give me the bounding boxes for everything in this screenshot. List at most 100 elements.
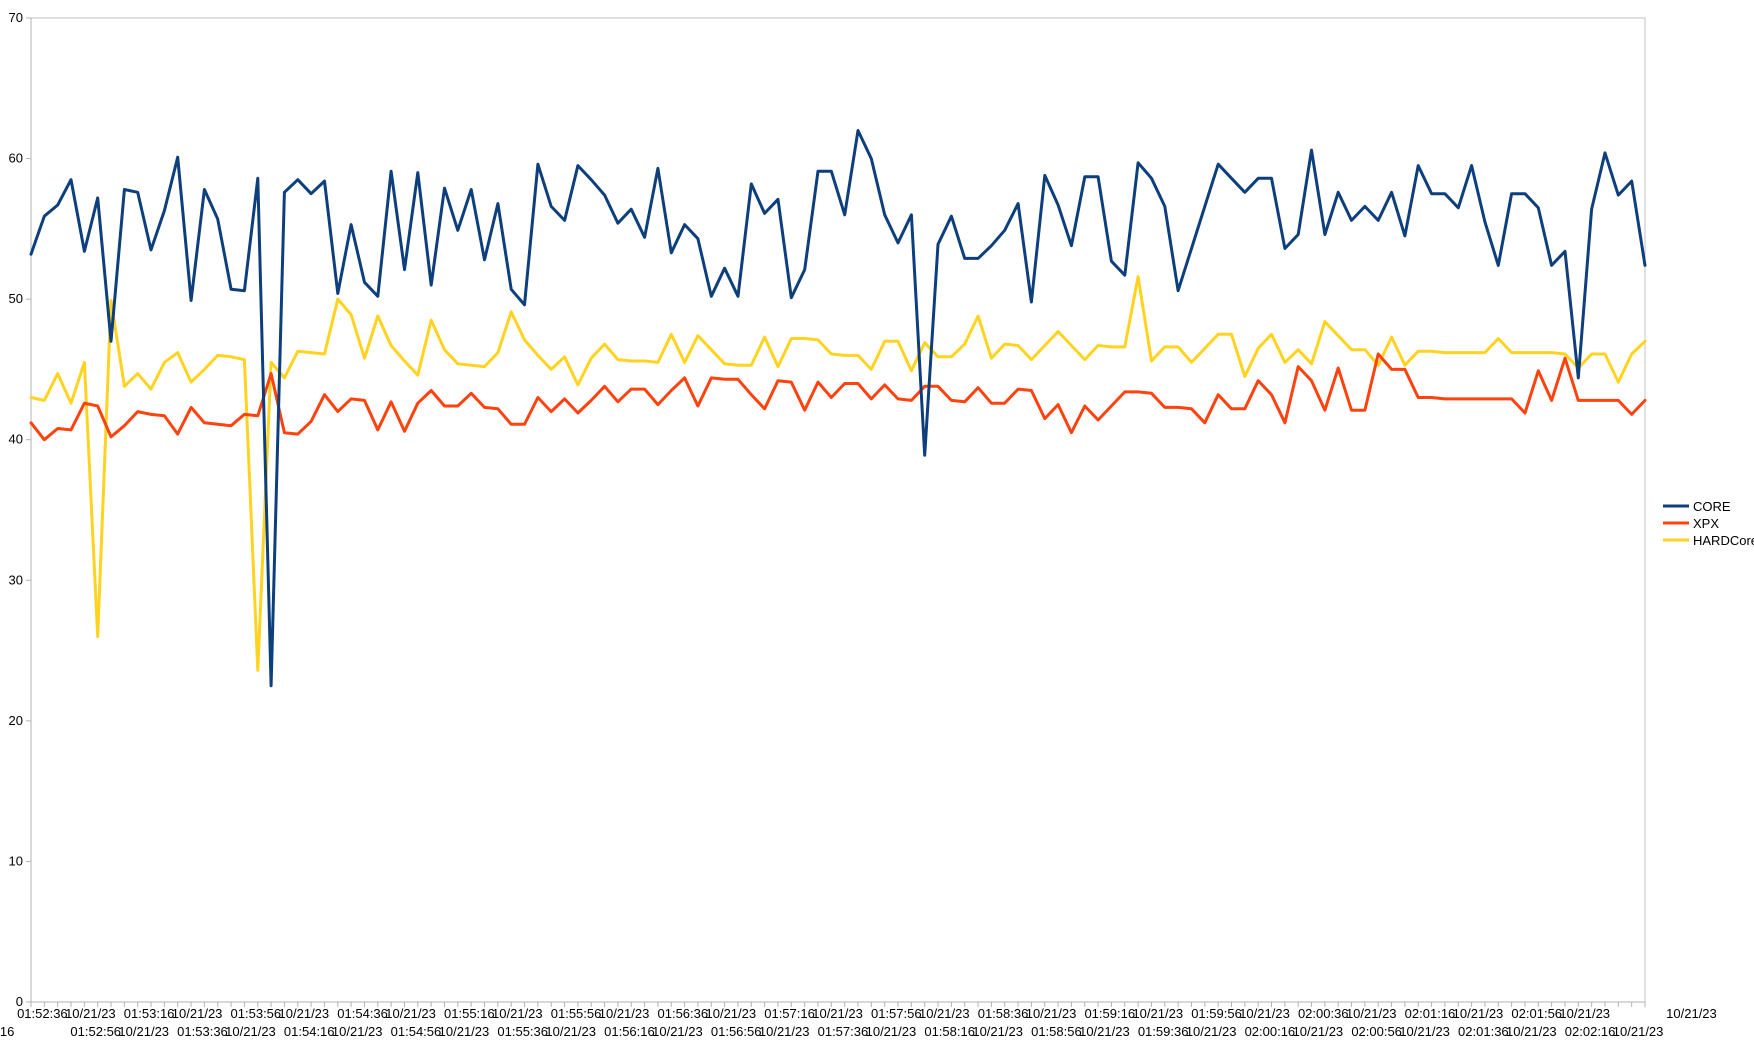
- x-tick-date: 10/21/23: [919, 1006, 970, 1021]
- x-tick-time: 01:57:16: [764, 1006, 815, 1021]
- x-tick-time: 01:55:56: [551, 1006, 602, 1021]
- x-tick-date: 10/21/23: [65, 1006, 116, 1021]
- x-tick-date: 10/21/23: [225, 1024, 276, 1039]
- legend-label: CORE: [1693, 499, 1731, 514]
- x-tick-date: 10/21/23: [599, 1006, 650, 1021]
- x-tick-date: 10/21/23: [545, 1024, 596, 1039]
- x-tick-time: 01:56:56: [711, 1024, 762, 1039]
- x-tick-date: 10/21/23: [652, 1024, 703, 1039]
- x-tick-time: 01:54:16: [284, 1024, 335, 1039]
- x-tick-date: 10/21/23: [1613, 1024, 1664, 1039]
- x-tick-time: 02:01:16: [1405, 1006, 1456, 1021]
- x-tick-date: 10/21/23: [1132, 1006, 1183, 1021]
- x-tick-time: 01:52:16: [0, 1024, 14, 1039]
- x-tick-time: 02:00:36: [1298, 1006, 1349, 1021]
- x-tick-time: 01:58:56: [1031, 1024, 1082, 1039]
- x-tick-date: 10/21/23: [1666, 1006, 1717, 1021]
- x-tick-time: 01:53:36: [177, 1024, 228, 1039]
- plot-area: [30, 17, 1646, 1003]
- x-tick-time: 01:59:36: [1138, 1024, 1189, 1039]
- x-tick-date: 10/21/23: [706, 1006, 757, 1021]
- x-tick-time: 01:52:56: [70, 1024, 121, 1039]
- legend-item-hardcore: HARDCore: [1663, 533, 1754, 548]
- x-tick-time: 01:53:56: [231, 1006, 282, 1021]
- x-tick-time: 02:01:36: [1458, 1024, 1509, 1039]
- y-tick-label: 10: [9, 853, 23, 868]
- x-tick-time: 01:58:36: [978, 1006, 1029, 1021]
- x-tick-time: 01:56:16: [604, 1024, 655, 1039]
- x-tick-time: 02:02:16: [1565, 1024, 1616, 1039]
- x-tick-date: 10/21/23: [972, 1024, 1023, 1039]
- legend-item-xpx: XPX: [1663, 516, 1719, 531]
- x-tick-date: 10/21/23: [759, 1024, 810, 1039]
- y-tick-label: 70: [9, 10, 23, 25]
- legend-label: HARDCore: [1693, 533, 1754, 548]
- legend: CORE XPX HARDCore: [1663, 499, 1754, 548]
- x-tick-time: 02:00:56: [1351, 1024, 1402, 1039]
- x-tick-date: 10/21/23: [118, 1024, 169, 1039]
- legend-label: XPX: [1693, 516, 1719, 531]
- y-axis: 0 10 20 30 40 50 60 70: [9, 10, 32, 1009]
- x-tick-date: 10/21/23: [1506, 1024, 1557, 1039]
- x-tick-time: 02:01:56: [1511, 1006, 1562, 1021]
- plot-frame: [30, 17, 1646, 1003]
- x-tick-date: 10/21/23: [866, 1024, 917, 1039]
- x-tick-date: 10/21/23: [172, 1006, 223, 1021]
- series-layer: [29, 129, 1647, 688]
- x-tick-time: 02:00:16: [1245, 1024, 1296, 1039]
- x-tick-date: 10/21/23: [439, 1024, 490, 1039]
- x-tick-date: 10/21/23: [279, 1006, 330, 1021]
- series-line-xpx: [29, 352, 1647, 442]
- x-tick-time: 01:57:36: [818, 1024, 869, 1039]
- x-tick-date: 10/21/23: [385, 1006, 436, 1021]
- x-tick-date: 10/21/23: [1079, 1024, 1130, 1039]
- x-tick-date: 10/21/23: [1399, 1024, 1450, 1039]
- x-tick-date: 10/21/23: [1559, 1006, 1610, 1021]
- x-tick-time: 01:54:36: [337, 1006, 388, 1021]
- y-tick-label: 20: [9, 713, 23, 728]
- series-line-core: [29, 129, 1647, 688]
- x-tick-date: 10/21/23: [1239, 1006, 1290, 1021]
- y-tick-label: 40: [9, 432, 23, 447]
- x-tick-time: 01:58:16: [924, 1024, 975, 1039]
- x-tick-date: 10/21/23: [1186, 1024, 1237, 1039]
- x-tick-label: 01:52:16: [0, 1024, 14, 1039]
- x-tick-date: 10/21/23: [492, 1006, 543, 1021]
- x-tick-date: 10/21/23: [332, 1024, 383, 1039]
- x-tick-label: 10/21/23: [1666, 1006, 1717, 1021]
- legend-item-core: CORE: [1663, 499, 1731, 514]
- x-tick-time: 01:57:56: [871, 1006, 922, 1021]
- y-tick-label: 30: [9, 572, 23, 587]
- x-tick-time: 01:59:16: [1084, 1006, 1135, 1021]
- y-tick-label: 50: [9, 291, 23, 306]
- x-tick-date: 10/21/23: [1346, 1006, 1397, 1021]
- x-tick-time: 01:56:36: [658, 1006, 709, 1021]
